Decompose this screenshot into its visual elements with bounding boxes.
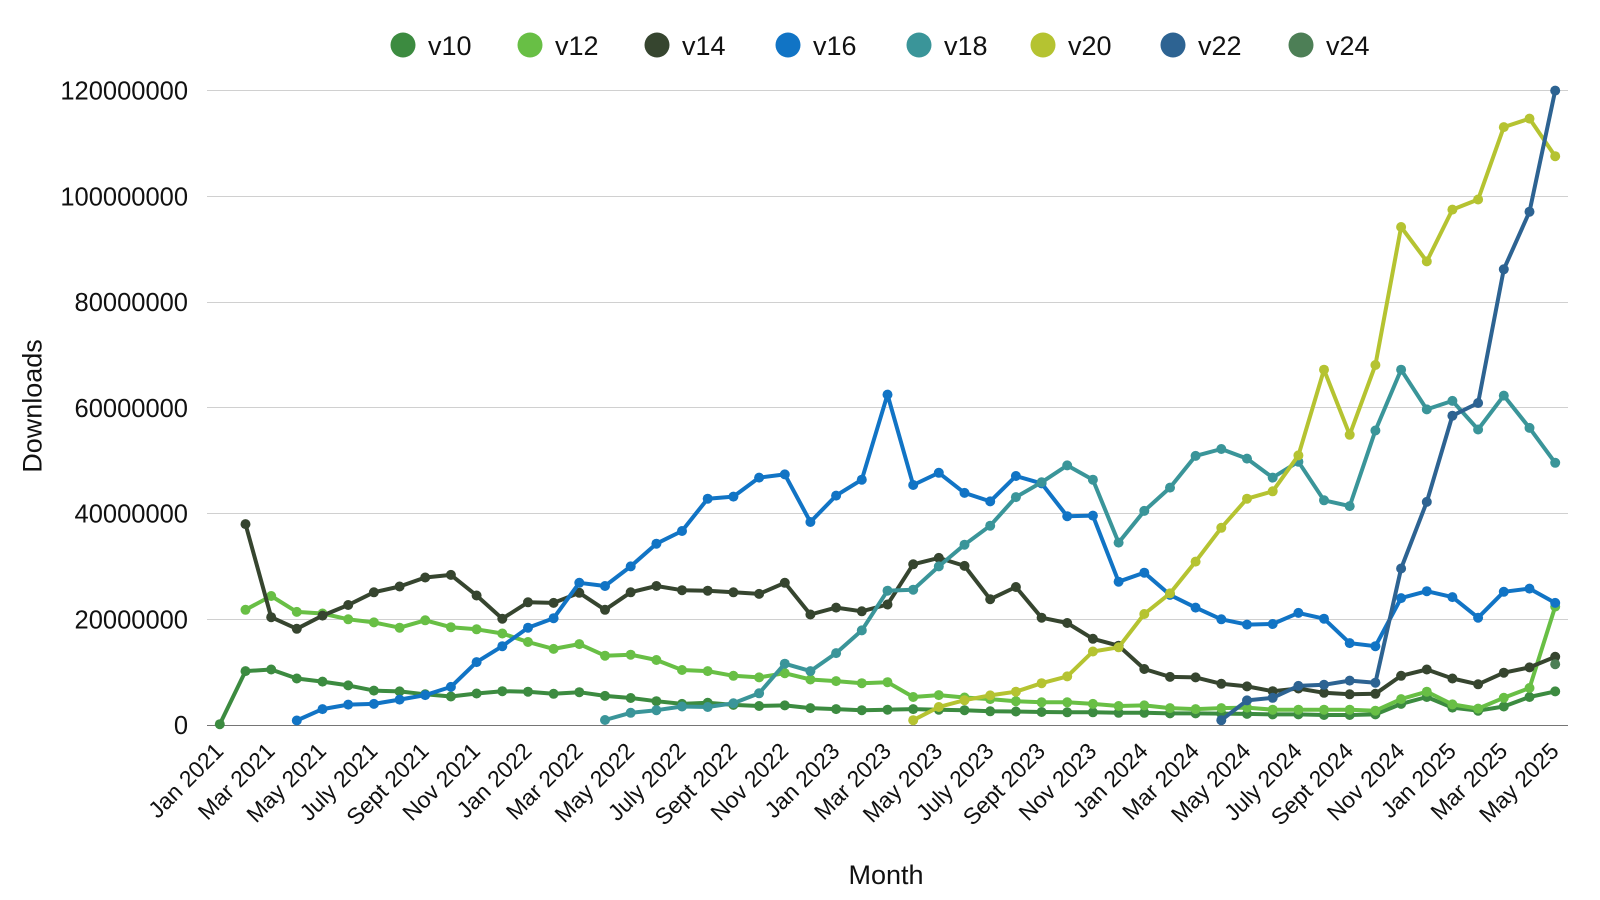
svg-text:Month: Month: [848, 860, 923, 890]
svg-text:v18: v18: [944, 31, 988, 61]
svg-text:80000000: 80000000: [75, 289, 188, 317]
svg-text:0: 0: [174, 712, 188, 740]
svg-text:120000000: 120000000: [60, 78, 188, 106]
svg-text:40000000: 40000000: [75, 501, 188, 529]
svg-text:v22: v22: [1198, 31, 1242, 61]
svg-text:20000000: 20000000: [75, 606, 188, 634]
svg-text:60000000: 60000000: [75, 395, 188, 423]
svg-text:Downloads: Downloads: [18, 339, 48, 473]
svg-text:v14: v14: [682, 31, 726, 61]
svg-text:v20: v20: [1068, 31, 1112, 61]
svg-text:v12: v12: [555, 31, 599, 61]
svg-text:100000000: 100000000: [60, 183, 188, 211]
svg-text:v24: v24: [1326, 31, 1370, 61]
svg-text:v16: v16: [813, 31, 857, 61]
svg-text:v10: v10: [428, 31, 472, 61]
